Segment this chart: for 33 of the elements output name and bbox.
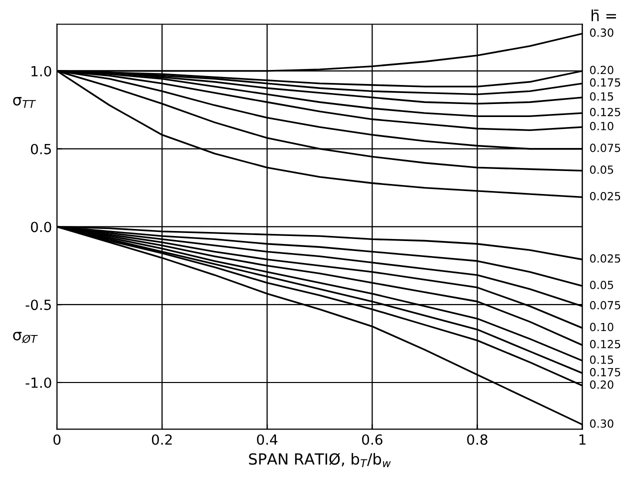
series-label: 0.10 [590, 122, 614, 130]
series-label: 0.075 [590, 300, 620, 310]
x-tick-label: 1 [579, 434, 586, 445]
series-label: 0.025 [590, 192, 620, 200]
series-label: 0.15 [590, 356, 614, 364]
x-tick-label: 0.4 [257, 434, 278, 445]
y-tick-label: -1.0 [26, 377, 52, 388]
series-label: 0.05 [590, 165, 614, 174]
x-tick-label: 0 [53, 434, 60, 445]
series-label: 0.125 [590, 108, 620, 116]
y-tick-label: 0.0 [30, 222, 52, 232]
series-label: 0.075 [590, 144, 620, 152]
series-label: 0.175 [590, 368, 620, 376]
series-label: 0.10 [590, 322, 614, 332]
series-label: 0.20 [590, 66, 614, 74]
series-label: 0.30 [590, 28, 614, 37]
series-label: 0.30 [590, 419, 614, 428]
x-tick-label: 0.6 [362, 434, 382, 445]
y-tick-label: -0.5 [26, 300, 51, 310]
x-tick-label: 0.2 [152, 434, 172, 445]
x-axis-title: SPAN RATIØ, b$_{T}$/b$_{w}$ [249, 452, 391, 468]
series-label: 0.125 [590, 340, 620, 348]
series-label: 0.175 [590, 78, 620, 87]
x-tick-label: 0.8 [467, 434, 488, 445]
series-label: 0.05 [590, 280, 614, 290]
y-tick-label: 0.5 [30, 144, 51, 154]
text: σ$_{ØT}$ [13, 332, 38, 344]
text: h̄ = [592, 9, 616, 22]
y-tick-label: 1.0 [32, 66, 52, 76]
series-label: 0.20 [590, 380, 614, 389]
series-label: 0.025 [590, 254, 620, 263]
text: σ$_{TT}$ [13, 97, 36, 108]
series-label: 0.15 [590, 92, 614, 101]
